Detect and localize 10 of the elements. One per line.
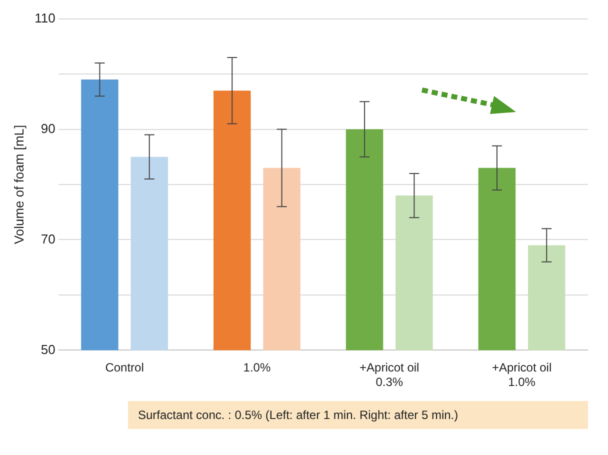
x-tick-label: +Apricot oil 1.0%: [492, 360, 552, 390]
x-tick-label: Control: [105, 360, 144, 375]
x-tick-label: +Apricot oil 0.3%: [360, 360, 420, 390]
y-tick-label: 90: [40, 120, 56, 136]
y-tick-label: 70: [40, 231, 56, 246]
y-tick-label: 110: [34, 10, 56, 26]
x-tick-label: 1.0%: [243, 360, 271, 375]
text: Surfactant conc. : 0.5% (Left: after 1 min. Right: after 5 min.): [128, 401, 588, 429]
y-axis-title: Volume of foam [mL]: [11, 124, 26, 244]
y-tick-label: 50: [40, 342, 56, 357]
